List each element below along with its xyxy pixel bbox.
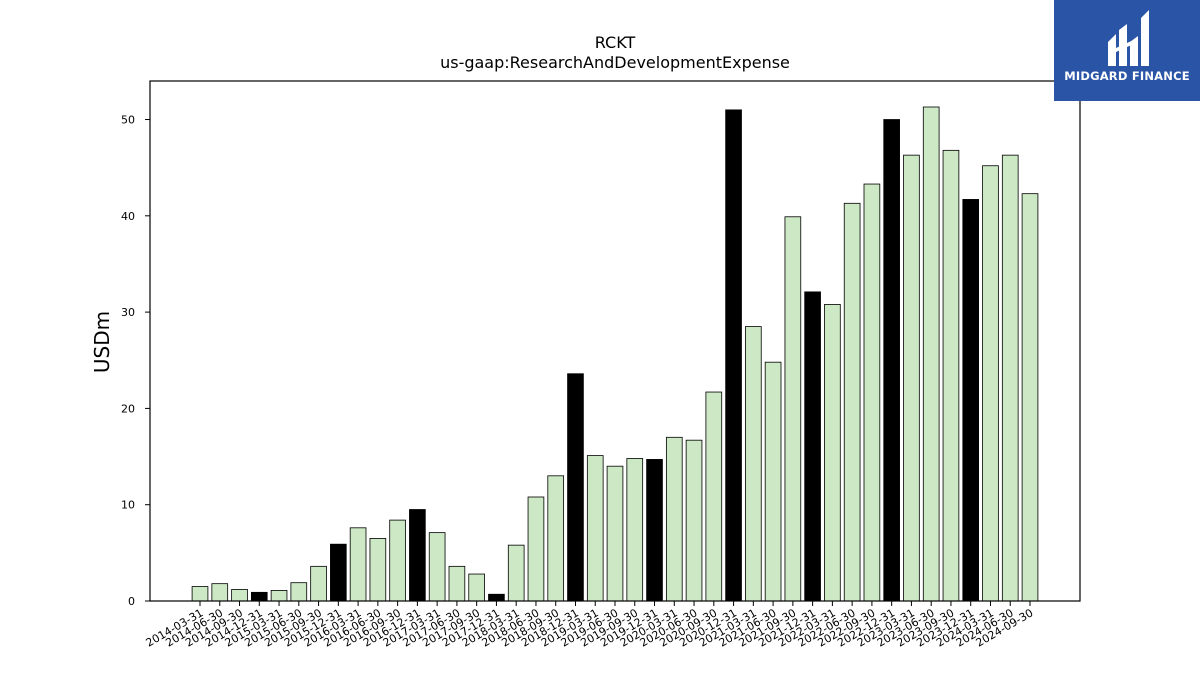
- bar-2015-12-31: [330, 543, 347, 602]
- bar-2021-06-30: [764, 361, 782, 602]
- y-tick-label: 10: [121, 499, 135, 512]
- bar-2023-09-30: [942, 149, 960, 602]
- bar-2020-09-30: [705, 391, 723, 602]
- y-axis-ticks: 0 10 20 30 40 50: [121, 114, 150, 608]
- bar-2018-03-31: [507, 544, 525, 602]
- y-tick-label: 50: [121, 114, 135, 127]
- bar-2018-06-30: [527, 496, 545, 602]
- bar-2019-06-30: [606, 465, 624, 602]
- bar-2022-09-30: [863, 183, 881, 602]
- bar-2019-03-31: [586, 455, 604, 602]
- bar-2024-03-31: [982, 165, 999, 602]
- bar-2017-03-31: [428, 532, 446, 602]
- bar-2014-06-30: [211, 583, 229, 602]
- bar-2023-06-30: [922, 106, 940, 602]
- bar-2021-12-31: [804, 291, 821, 602]
- y-tick-label: 30: [121, 306, 135, 319]
- bar-2022-12-31: [883, 119, 900, 602]
- chart-subtitle: us-gaap:ResearchAndDevelopmentExpense: [440, 53, 790, 72]
- bar-2022-06-30: [843, 202, 861, 602]
- bar-2016-03-31: [349, 527, 367, 602]
- bar-2016-06-30: [369, 538, 387, 602]
- bar-2023-12-31: [962, 199, 980, 602]
- bar-2014-12-31: [250, 591, 268, 602]
- bar-2017-09-30: [468, 573, 485, 602]
- y-tick-label: 20: [121, 402, 135, 415]
- bar-2015-06-30: [290, 582, 308, 602]
- bar-2020-12-31: [725, 109, 742, 602]
- bar-2014-03-31: [191, 586, 209, 602]
- bar-2022-03-31: [824, 304, 841, 602]
- bar-2019-12-31: [646, 459, 663, 602]
- bar-2020-03-31: [665, 436, 683, 602]
- bar-2019-09-30: [626, 458, 644, 602]
- midgard-finance-logo: MIDGARD FINANCE: [1054, 0, 1200, 101]
- bar-2017-12-31: [488, 593, 505, 602]
- midgard-logo-icon: [1108, 10, 1149, 66]
- bars-group: [191, 106, 1039, 602]
- bar-2014-09-30: [231, 589, 248, 602]
- bar-2018-09-30: [547, 475, 565, 602]
- bar-2024-06-30: [1001, 154, 1019, 602]
- bar-2016-12-31: [409, 509, 426, 602]
- bar-2017-06-30: [448, 565, 466, 602]
- bar-2020-06-30: [685, 439, 703, 602]
- x-axis-ticks: 2014-03-312014-06-302014-09-302014-12-31…: [144, 601, 1036, 650]
- bar-2015-09-30: [310, 565, 327, 602]
- bar-2021-09-30: [784, 216, 802, 602]
- y-axis-label: USDm: [90, 311, 114, 373]
- y-tick-label: 40: [121, 210, 135, 223]
- bar-2016-09-30: [389, 519, 406, 602]
- logo-text: MIDGARD FINANCE: [1064, 69, 1190, 83]
- y-tick-label: 0: [128, 595, 135, 608]
- bar-2015-03-31: [270, 590, 288, 602]
- bar-2024-09-30: [1021, 193, 1039, 602]
- bar-2018-12-31: [567, 373, 584, 602]
- chart-title: RCKT: [595, 33, 636, 52]
- plot-frame: [149, 80, 1081, 602]
- bar-2023-03-31: [903, 154, 920, 602]
- bar-2021-03-31: [745, 326, 762, 602]
